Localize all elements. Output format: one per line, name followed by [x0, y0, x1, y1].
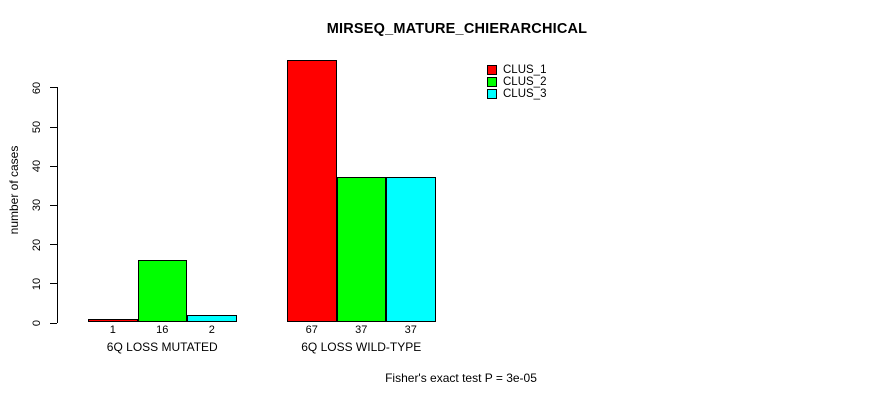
y-tick-label: 30: [31, 199, 43, 212]
bar-clus_1-group2: [287, 59, 337, 323]
y-axis-tick: [50, 204, 57, 206]
y-axis-tick: [50, 126, 57, 128]
legend-label: CLUS_3: [503, 88, 547, 100]
bar-value-label: 37: [404, 324, 417, 336]
bar-clus_1-group1: [88, 318, 138, 323]
bar-clus_3-group2: [386, 177, 436, 323]
category-label: 6Q LOSS MUTATED: [106, 340, 218, 354]
y-tick-label: 60: [31, 81, 43, 94]
legend-swatch-clus_2: [487, 77, 497, 87]
y-axis-tick: [50, 322, 57, 324]
legend-row-clus_1: CLUS_1: [487, 64, 546, 76]
bar-value-label: 67: [305, 324, 318, 336]
legend-label: CLUS_1: [503, 64, 547, 76]
y-axis-tick: [50, 87, 57, 89]
y-tick-label: 50: [31, 120, 43, 134]
y-tick-label: 20: [31, 238, 43, 251]
bar-value-label: 1: [109, 324, 116, 336]
y-tick-label: 40: [31, 160, 43, 173]
y-axis-line: [57, 87, 58, 324]
caption-text: Fisher's exact test P = 3e-05: [385, 371, 537, 385]
legend-swatch-clus_1: [487, 65, 497, 75]
bar-value-label: 37: [355, 324, 368, 336]
bar-clus_2-group1: [137, 259, 187, 323]
category-label: 6Q LOSS WILD-TYPE: [301, 340, 422, 354]
chart-title: MIRSEQ_MATURE_CHIERARCHICAL: [326, 21, 588, 37]
y-axis-tick: [50, 165, 57, 167]
legend-row-clus_3: CLUS_3: [487, 88, 546, 100]
y-tick-label: 0: [31, 319, 43, 327]
legend: CLUS_1 CLUS_2 CLUS_3: [487, 64, 546, 100]
bar-value-label: 2: [208, 324, 215, 336]
bar-clus_2-group2: [336, 177, 386, 323]
legend-row-clus_2: CLUS_2: [487, 76, 546, 88]
y-axis-tick: [50, 283, 57, 285]
bar-clus_3-group1: [187, 314, 237, 323]
y-tick-label: 10: [31, 277, 43, 290]
bar-value-label: 16: [156, 324, 169, 336]
legend-swatch-clus_3: [487, 89, 497, 99]
y-axis-tick: [50, 244, 57, 246]
legend-label: CLUS_2: [503, 76, 547, 88]
